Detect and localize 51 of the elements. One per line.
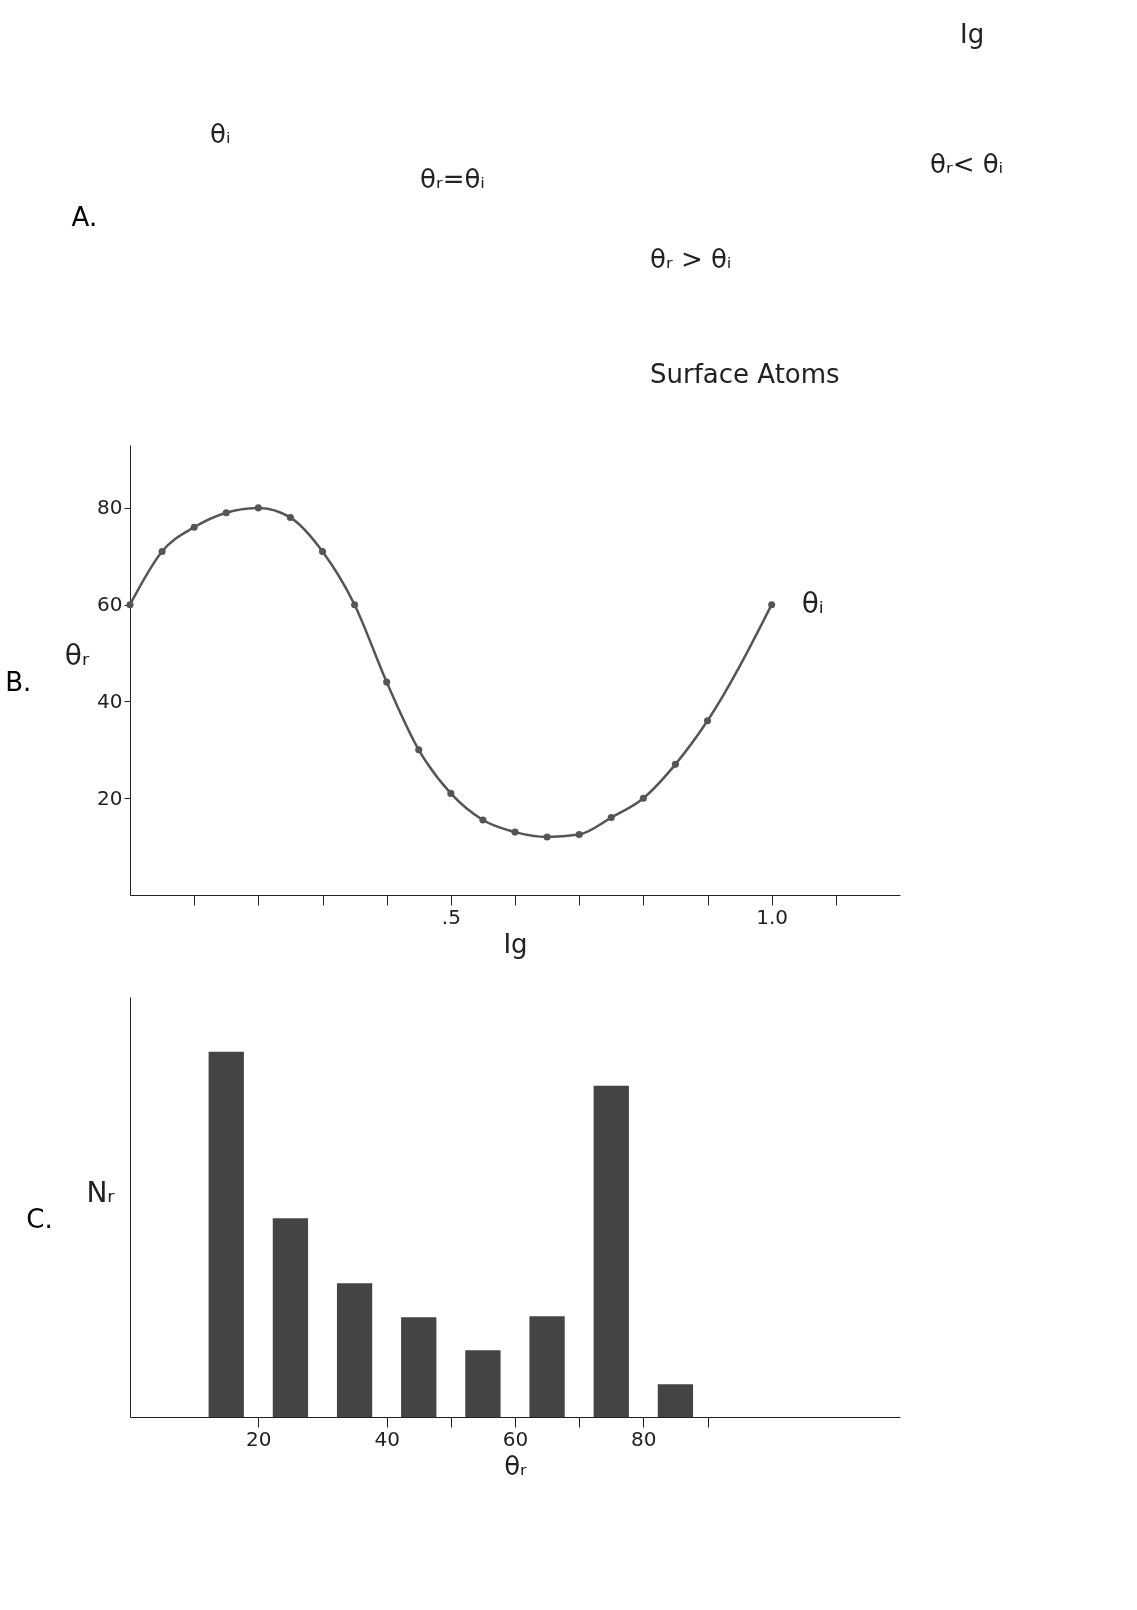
point <box>607 814 615 822</box>
point <box>383 678 391 686</box>
bar <box>336 1283 373 1417</box>
point <box>415 746 423 754</box>
x-tick-label: 40 <box>374 1426 400 1451</box>
bar <box>208 1051 244 1417</box>
text: A. <box>71 202 98 232</box>
y-axis-title: Nᵣ <box>86 1175 116 1209</box>
text: Surface Atoms <box>650 359 840 389</box>
point <box>126 601 134 609</box>
point <box>158 547 166 555</box>
point <box>222 509 230 517</box>
x-tick-label: 1.0 <box>756 904 789 929</box>
text: θᵣ > θᵢ <box>650 244 732 274</box>
point <box>703 717 712 725</box>
point <box>254 504 262 512</box>
bar <box>401 1317 437 1417</box>
x-tick-label: 80 <box>631 1426 657 1451</box>
bar <box>272 1218 309 1417</box>
point <box>318 547 327 555</box>
bar <box>465 1350 501 1417</box>
point <box>479 816 487 824</box>
x-tick-label: 60 <box>502 1426 529 1451</box>
x-tick-label: .5 <box>441 904 461 929</box>
point <box>286 514 294 522</box>
bar <box>657 1384 694 1417</box>
y-axis-title: θᵣ <box>64 638 90 672</box>
x-tick-label: 20 <box>246 1426 272 1451</box>
y-tick-label: 80 <box>97 495 123 520</box>
point <box>447 789 455 797</box>
point <box>351 601 359 609</box>
text: Ig <box>960 19 985 49</box>
bar <box>529 1316 565 1417</box>
bar <box>593 1085 629 1417</box>
point <box>190 523 198 531</box>
text: B. <box>5 667 32 697</box>
point <box>511 828 519 836</box>
text: C. <box>26 1204 53 1234</box>
x-axis-title: θᵣ <box>504 1450 528 1481</box>
text: θᵣ=θᵢ <box>420 164 485 194</box>
annotation: θᵢ <box>801 586 824 620</box>
point <box>543 833 551 841</box>
text: θᵣ< θᵢ <box>930 149 1004 179</box>
y-tick-label: 20 <box>97 785 123 810</box>
point <box>639 794 647 802</box>
point <box>575 830 583 839</box>
y-tick-label: 40 <box>97 688 123 713</box>
point <box>671 760 679 768</box>
y-tick-label: 60 <box>97 592 123 617</box>
text: θᵢ <box>210 119 231 149</box>
x-axis-title: Ig <box>503 928 528 959</box>
